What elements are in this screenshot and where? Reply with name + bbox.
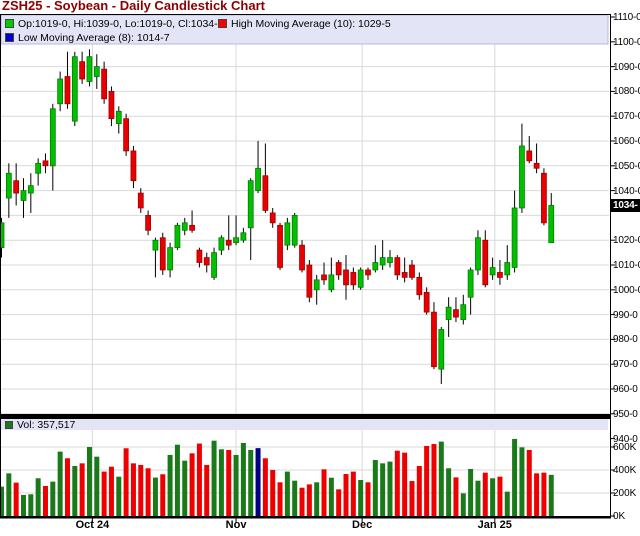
low-ma-legend-entry: Low Moving Average (8): 1014-7 (5, 31, 170, 44)
month-tick-label: Dec (352, 519, 373, 531)
high-ma-legend-entry: High Moving Average (10): 1029-5 (218, 17, 391, 30)
chart-title: ZSH25 - Soybean - Daily Candlestick Char… (2, 0, 265, 13)
price-tick-label: 1080-0 (613, 86, 640, 98)
price-tick-label: 1100-0 (613, 36, 640, 48)
price-tick-label: 1040-0 (613, 185, 640, 197)
low-ma-legend-label: Low Moving Average (8): 1014-7 (18, 31, 170, 44)
month-tick-label: Oct 24 (75, 519, 110, 531)
ohlc-legend-entry: Op:1019-0, Hi:1039-0, Lo:1019-0, Cl:1034… (5, 17, 223, 30)
high-ma-legend-label: High Moving Average (10): 1029-5 (231, 17, 391, 30)
volume-legend-label: Vol: 357,517 (17, 419, 76, 431)
last-price-tag: 1034-0 (611, 198, 640, 224)
high-ma-legend-swatch (218, 19, 227, 28)
ohlc-legend-swatch (5, 19, 14, 28)
price-tick-label: 980-0 (613, 334, 638, 346)
price-tick-label: 1060-0 (613, 136, 640, 147)
price-tick-label: 1090-0 (613, 61, 640, 73)
month-tick-label: Jan 25 (477, 519, 512, 531)
price-tick-label: 960-0 (613, 384, 638, 395)
price-tick-label: 990-0 (613, 309, 638, 321)
price-tick-label: 1010-0 (613, 260, 640, 271)
volume-tick-label: 600K (613, 442, 637, 453)
volume-legend-swatch (5, 421, 13, 429)
month-tick-label: Nov (225, 519, 247, 531)
price-tick-label: 1050-0 (613, 160, 640, 172)
volume-tick-label: 200K (613, 488, 637, 499)
price-tick-label: 940-0 (613, 433, 638, 445)
price-legend: Op:1019-0, Hi:1039-0, Lo:1019-0, Cl:1034… (5, 16, 605, 44)
price-tick-label: 950-0 (613, 408, 638, 420)
low-ma-legend-swatch (5, 33, 14, 42)
volume-tick-label: 400K (613, 465, 637, 476)
volume-tick-label: 0K (613, 511, 626, 522)
price-tick-label: 1000-0 (613, 284, 640, 296)
volume-legend: Vol: 357,517 (5, 419, 75, 431)
price-tick-label: 1020-0 (613, 235, 640, 247)
price-tick-label: 970-0 (613, 359, 638, 371)
price-tick-label: 1110-0 (613, 12, 640, 23)
ohlc-legend-label: Op:1019-0, Hi:1039-0, Lo:1019-0, Cl:1034… (18, 17, 224, 30)
price-tick-label: 1070-0 (613, 111, 640, 123)
